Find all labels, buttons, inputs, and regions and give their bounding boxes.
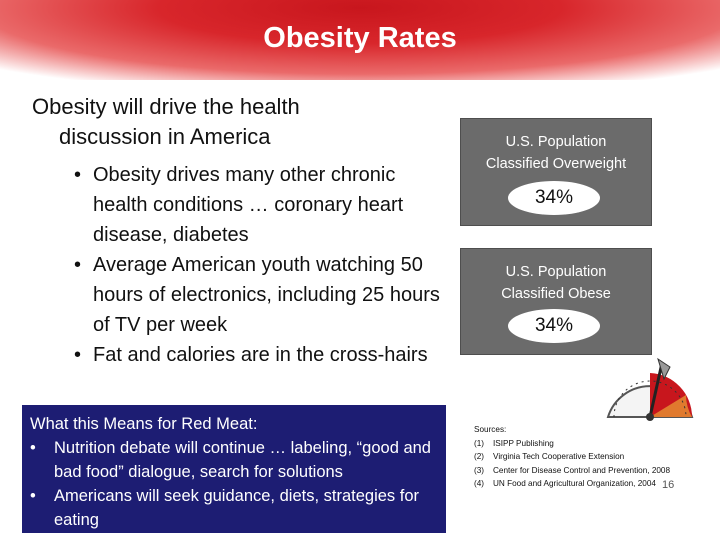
- red-meat-item: Nutrition debate will continue … labelin…: [30, 436, 438, 484]
- overweight-label-line-1: U.S. Population: [505, 134, 607, 150]
- source-item: (4) UN Food and Agricultural Organization…: [474, 477, 714, 491]
- slide-title: Obesity Rates: [263, 22, 457, 54]
- red-meat-heading: What this Means for Red Meat:: [30, 415, 258, 433]
- sub-bullet-item: Obesity drives many other chronic health…: [74, 160, 454, 250]
- source-text: ISIPP Publishing: [493, 438, 554, 448]
- sub-bullet-item: Fat and calories are in the cross-hairs: [74, 340, 454, 370]
- source-number: (4): [474, 479, 485, 488]
- red-meat-list: Nutrition debate will continue … labelin…: [30, 436, 438, 532]
- sources-heading: Sources:: [474, 425, 507, 434]
- overweight-label-line-2: Classified Overweight: [485, 156, 627, 172]
- sub-bullet-item: Average American youth watching 50 hours…: [74, 250, 454, 340]
- obese-label-line-1: U.S. Population: [505, 264, 607, 280]
- source-number: (3): [474, 465, 485, 475]
- source-item: (2) Virginia Tech Cooperative Extension: [474, 450, 714, 464]
- obese-stat-box: U.S. Population Classified Obese 34%: [460, 248, 652, 355]
- sources-list: Sources: (1) ISIPP Publishing (2) Virginia…: [474, 423, 714, 491]
- source-number: (1): [474, 438, 485, 448]
- title-banner: Obesity Rates: [0, 0, 720, 80]
- source-item: (3) Center for Disease Control and Preven…: [474, 464, 714, 478]
- main-point-line-2: discussion in America: [59, 124, 271, 149]
- source-item: (1) ISIPP Publishing: [474, 437, 714, 451]
- source-number: (2): [474, 452, 485, 461]
- obese-label-line-2: Classified Obese: [501, 286, 611, 302]
- main-point: Obesity will drive the health discussion…: [32, 92, 412, 152]
- red-meat-item: Americans will seek guidance, diets, str…: [30, 484, 438, 532]
- scale-gauge-icon: [606, 357, 694, 421]
- overweight-stat-box: U.S. Population Classified Overweight 34…: [460, 118, 652, 226]
- obese-stat-label: U.S. Population Classified Obese: [461, 261, 651, 305]
- sub-bullet-list: Obesity drives many other chronic health…: [74, 160, 454, 370]
- source-text: Virginia Tech Cooperative Extension: [493, 452, 625, 461]
- obese-value-oval: 34%: [508, 309, 600, 343]
- source-text: UN Food and Agricultural Organization, 2…: [493, 479, 656, 488]
- main-point-line-1: Obesity will drive the health: [32, 94, 300, 119]
- source-text: Center for Disease Control and Preventio…: [493, 465, 671, 475]
- overweight-value-oval: 34%: [508, 181, 600, 215]
- page-number: 16: [662, 479, 675, 491]
- overweight-stat-label: U.S. Population Classified Overweight: [461, 131, 651, 175]
- red-meat-implications-box: What this Means for Red Meat: Nutrition …: [22, 405, 446, 533]
